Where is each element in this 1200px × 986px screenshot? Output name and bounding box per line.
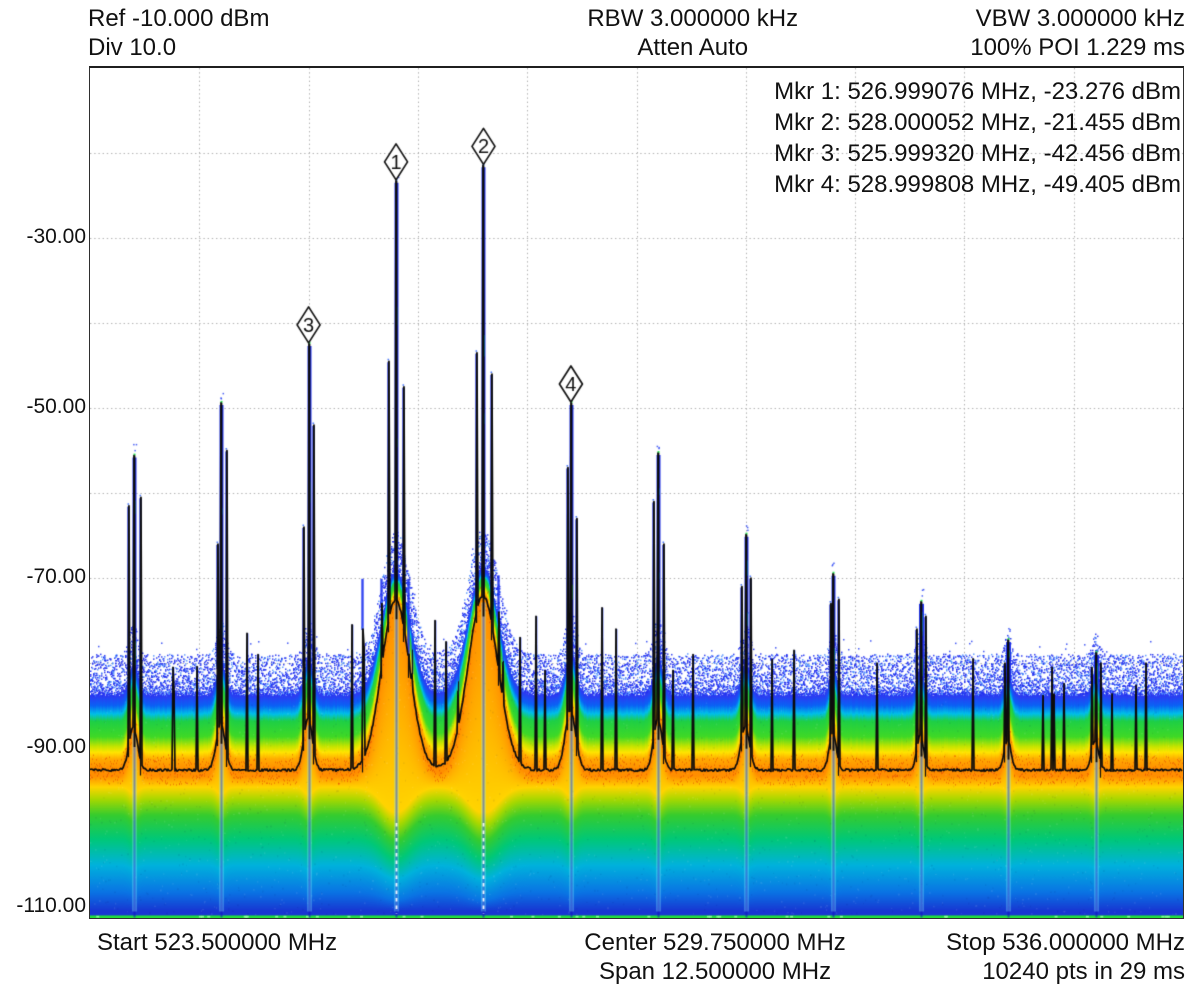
y-axis-label: -50.00 (26, 395, 86, 418)
vbw-label: VBW 3.000000 kHz (975, 5, 1185, 32)
plot-area (89, 66, 1184, 919)
marker-readout-line: Mkr 3: 525.999320 MHz, -42.456 dBm (774, 140, 1181, 167)
footer-left: Start 523.500000 MHz (97, 928, 337, 957)
y-axis-label: -30.00 (26, 225, 86, 248)
atten-label: Atten Auto (637, 34, 749, 61)
header-right: VBW 3.000000 kHz 100% POI 1.229 ms (970, 4, 1185, 62)
points-sweep-label: 10240 pts in 29 ms (982, 958, 1185, 985)
stop-freq-label: Stop 536.000000 MHz (946, 929, 1185, 956)
marker-readout: Mkr 1: 526.999076 MHz, -23.276 dBm Mkr 2… (774, 76, 1181, 200)
center-freq-label: Center 529.750000 MHz (584, 929, 846, 956)
scale-div-label: Div 10.0 (88, 34, 177, 61)
footer-right: Stop 536.000000 MHz 10240 pts in 29 ms (946, 928, 1185, 986)
y-axis-label: -110.00 (16, 894, 86, 917)
ref-level-label: Ref -10.000 dBm (88, 5, 270, 32)
marker-readout-line: Mkr 4: 528.999808 MHz, -49.405 dBm (774, 171, 1181, 198)
footer-center: Center 529.750000 MHz Span 12.500000 MHz (584, 928, 846, 986)
start-freq-label: Start 523.500000 MHz (97, 929, 338, 956)
rbw-label: RBW 3.000000 kHz (587, 5, 799, 32)
y-axis-label: -90.00 (26, 735, 86, 758)
poi-label: 100% POI 1.229 ms (970, 34, 1185, 61)
span-label: Span 12.500000 MHz (598, 958, 832, 985)
persistence-display (90, 68, 1183, 918)
marker-readout-line: Mkr 1: 526.999076 MHz, -23.276 dBm (774, 78, 1181, 105)
y-axis-label: -70.00 (26, 565, 86, 588)
marker-readout-line: Mkr 2: 528.000052 MHz, -21.455 dBm (774, 109, 1181, 136)
header-center: RBW 3.000000 kHz Atten Auto (587, 4, 798, 62)
header-left: Ref -10.000 dBm Div 10.0 (88, 4, 269, 62)
